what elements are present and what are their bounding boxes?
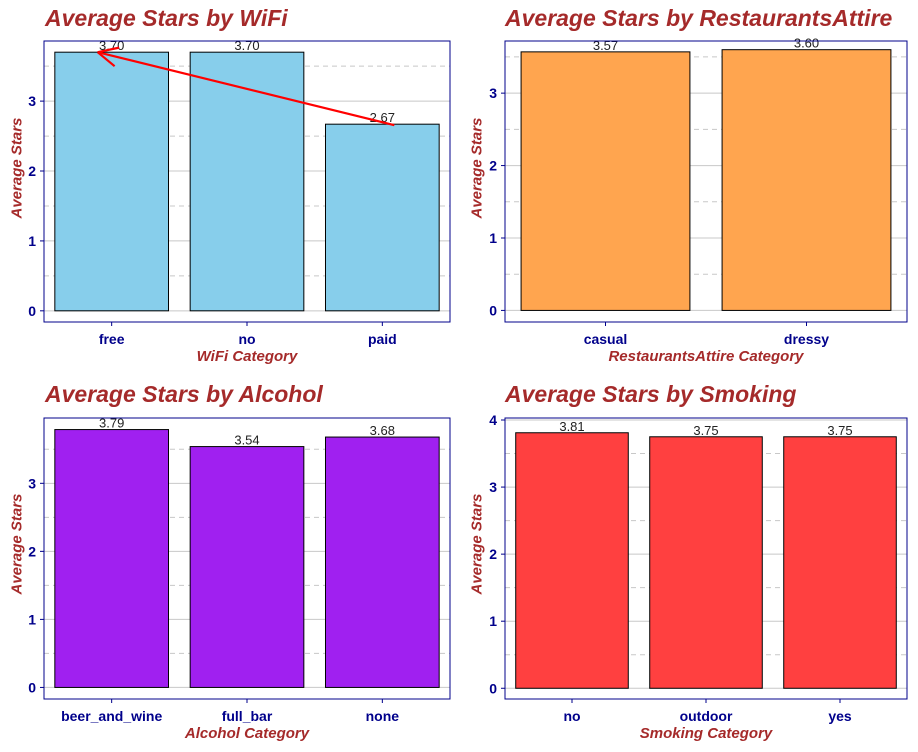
data-label: 3.70 [234,38,259,53]
data-label: 3.75 [693,423,718,438]
x-tick-label: full_bar [222,708,273,724]
y-tick-label: 4 [489,412,497,428]
panel-border [43,40,451,323]
y-tick-label: 3 [489,85,497,101]
y-tick-label: 2 [489,158,497,174]
x-tick-label: dressy [784,331,829,347]
y-tick-label: 0 [28,303,36,319]
y-tick-label: 2 [28,163,36,179]
chart-title: Average Stars by WiFi [45,5,288,31]
x-tick-label: none [366,708,400,724]
y-tick-label: 1 [28,233,36,249]
bar-no [515,432,629,689]
data-label: 3.79 [99,416,124,431]
x-tick-label: free [99,331,125,347]
bar-dressy [721,49,892,311]
panel-border [504,417,908,700]
y-tick-label: 1 [489,613,497,629]
bars: 3.79 3.54 3.68 [54,416,440,688]
chart-title: Average Stars by RestaurantsAttire [505,5,893,31]
y-tick-label: 1 [28,611,36,627]
x-tick-label: casual [584,331,628,347]
y-tick-label: 3 [28,93,36,109]
y-tick-label: 3 [28,475,36,491]
data-label: 3.70 [99,38,124,53]
bars: 3.57 3.60 [520,36,892,311]
bar-outdoor [649,436,763,689]
data-label: 3.75 [827,423,852,438]
data-label: 3.81 [559,419,584,434]
bar-full_bar [189,446,305,688]
x-tick-label: paid [368,331,397,347]
panel-border [43,417,451,700]
y-tick-label: 0 [489,302,497,318]
y-tick-label: 1 [489,230,497,246]
y-tick-label: 0 [489,680,497,696]
data-label: 3.60 [794,36,819,51]
bar-paid [324,123,440,312]
bars: 3.81 3.75 3.75 [515,419,897,689]
y-axis-label: Average Stars [468,493,486,595]
data-label: 3.57 [593,38,618,53]
x-tick-label: yes [828,708,852,724]
y-tick-label: 0 [28,679,36,695]
x-axis-label: RestaurantsAttire Category [608,348,804,365]
x-tick-label: no [238,331,255,347]
panel-border [504,40,908,323]
data-label: 3.54 [234,433,259,448]
x-axis-label: WiFi Category [196,348,298,365]
bar-no [189,51,305,312]
y-tick-label: 3 [489,479,497,495]
annotation-arrow [96,46,395,127]
bars: 3.70 3.702.67 [54,38,440,312]
x-axis-label: Smoking Category [639,725,773,742]
bar-casual [520,51,691,311]
chart-title: Average Stars by Smoking [505,381,797,407]
x-tick-label: no [563,708,580,724]
y-tick-label: 2 [489,546,497,562]
x-tick-label: outdoor [680,708,733,724]
chart-title: Average Stars by Alcohol [45,381,323,407]
bar-free [54,51,170,312]
y-tick-label: 2 [28,543,36,559]
bar-none [324,436,440,688]
x-axis-label: Alcohol Category [184,725,310,742]
bar-beer_and_wine [54,429,170,688]
x-tick-label: beer_and_wine [61,708,162,724]
bar-yes [783,436,897,689]
data-label: 3.68 [370,423,395,438]
